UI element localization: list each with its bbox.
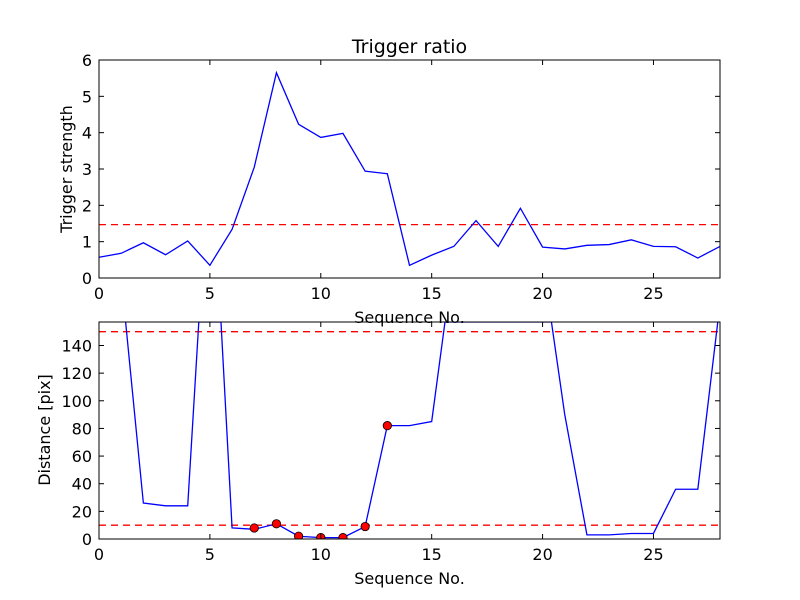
- bottom-series-line-0: [124, 322, 719, 539]
- bottom-marker-point: [271, 519, 282, 529]
- bottom-marker-point: [338, 533, 348, 539]
- bottom-y-tick-label: 100: [61, 392, 92, 411]
- top-chart-title: Trigger ratio: [351, 36, 467, 58]
- bottom-x-axis-label: Sequence No.: [354, 569, 465, 588]
- top-x-axis-label: Sequence No.: [354, 308, 465, 327]
- top-y-tick-label: 4: [82, 124, 92, 143]
- top-y-tick-label: 3: [82, 160, 92, 179]
- bottom-x-tick-label: 0: [94, 545, 104, 564]
- top-y-tick-label: 6: [82, 51, 92, 70]
- top-series-line-0: [99, 70, 720, 267]
- bottom-y-axis-label: Distance [pix]: [35, 374, 54, 486]
- bottom-marker-point: [294, 531, 304, 539]
- top-y-tick-label: 0: [82, 269, 92, 288]
- top-y-axis-label: Trigger strength: [57, 105, 76, 234]
- top-x-tick-label: 10: [311, 284, 331, 303]
- top-x-tick-label: 25: [643, 284, 663, 303]
- bottom-axes-frame: [98, 321, 721, 540]
- bottom-x-tick-label: 5: [205, 545, 215, 564]
- bottom-marker-point: [249, 523, 259, 533]
- bottom-marker-point: [360, 521, 370, 532]
- top-x-tick-label: 0: [94, 284, 104, 303]
- bottom-x-tick-label: 10: [311, 545, 331, 564]
- top-y-tick-label: 1: [82, 233, 92, 252]
- top-y-tick-label: 2: [82, 196, 92, 215]
- top-plot: 0 5 10 15 20 25 0 1 2 3 4 5 6: [82, 51, 721, 303]
- bottom-y-tick-label: 20: [72, 502, 92, 521]
- top-plot-area: [99, 70, 720, 267]
- bottom-y-tick-label: 60: [72, 447, 92, 466]
- bottom-y-tick-label: 80: [72, 419, 92, 438]
- top-x-tick-label: 5: [205, 284, 215, 303]
- top-y-tick-label: 5: [82, 87, 92, 106]
- bottom-x-tick-label: 20: [532, 545, 552, 564]
- top-x-tick-label: 20: [532, 284, 552, 303]
- bottom-y-tick-label: 140: [61, 336, 92, 355]
- bottom-y-tick-label: 120: [61, 364, 92, 383]
- bottom-marker-point: [382, 421, 392, 431]
- bottom-plot-area: [99, 322, 720, 539]
- bottom-y-tick-label: 0: [82, 530, 92, 549]
- bottom-x-tick-label: 25: [643, 545, 663, 564]
- top-x-tick-label: 15: [421, 284, 441, 303]
- bottom-x-tick-label: 15: [421, 545, 441, 564]
- bottom-y-tick-label: 40: [72, 475, 92, 494]
- bottom-plot: 0 5 10 15 20 25 0 20 40 60 80 100 120 140: [61, 321, 721, 564]
